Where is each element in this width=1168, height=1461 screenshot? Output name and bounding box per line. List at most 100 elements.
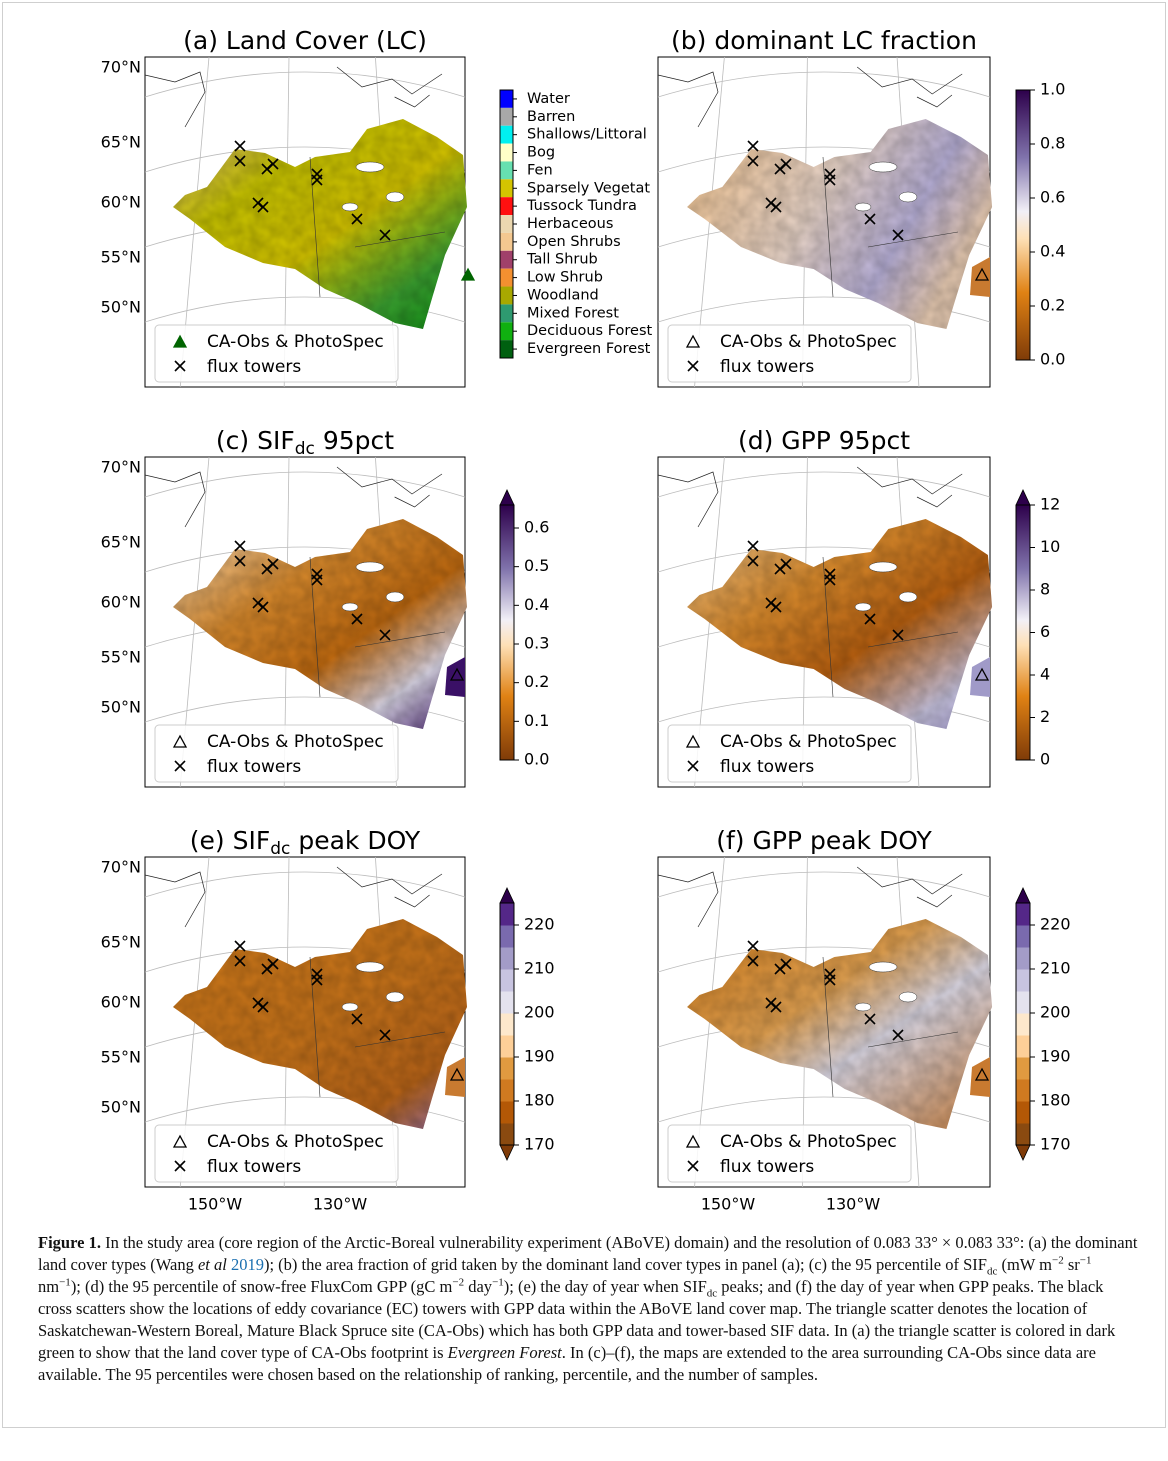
flux-tower-marker [257, 1001, 269, 1013]
colorbar [1016, 505, 1030, 760]
lat-label: 50°N [101, 298, 141, 317]
colorbar-band [500, 903, 514, 926]
flux-tower-marker [747, 555, 759, 567]
caption-text[interactable]: 2019 [230, 1255, 264, 1274]
caption-text: . In (c)–(f), the maps are extended to t… [38, 1343, 1096, 1384]
caption-text: et al [197, 1255, 227, 1274]
flux-tower-marker [379, 229, 391, 241]
colorbar-extend [499, 489, 515, 506]
caption-text: −1 [492, 1276, 504, 1289]
caption-text: dc [706, 1287, 718, 1300]
caption-text: ); (d) the 95 percentile of snow-free Fl… [70, 1277, 453, 1296]
flux-tower-marker [864, 613, 876, 625]
colorbar-band [500, 925, 514, 948]
lake [898, 191, 918, 203]
map-panel: (e) SIFdc peak DOY 70°N 65°N 60°N 55°N 50°N 15… [101, 826, 555, 1214]
legend-label: flux towers [207, 757, 301, 777]
lon-label: 130°W [826, 1195, 881, 1214]
legend-marker [174, 360, 186, 372]
colorbar-tick-label: 0.0 [524, 750, 549, 769]
legend-box [154, 324, 399, 383]
colorbar-tick-label: 0.4 [524, 595, 549, 614]
legend-marker [685, 334, 701, 348]
colorbar-extend [1015, 1144, 1031, 1161]
legend-marker [685, 1134, 701, 1148]
flux-tower-marker [351, 1013, 363, 1025]
graticule [144, 871, 466, 898]
flux-tower-marker [824, 174, 836, 186]
caption-text: −2 [1052, 1254, 1064, 1267]
lat-label: 50°N [101, 1098, 141, 1117]
coastline [144, 66, 443, 128]
legend-marker [172, 1134, 188, 1148]
border-line [822, 556, 959, 698]
flux-tower-marker [234, 955, 246, 967]
colorbar-tick-label: 220 [524, 915, 555, 934]
colorbar [500, 505, 514, 760]
flux-tower-marker [747, 540, 759, 552]
class-label: Woodland [527, 287, 599, 303]
coastline [144, 866, 443, 928]
ca-obs-marker [974, 267, 990, 281]
lake [355, 961, 385, 973]
class-swatch [500, 161, 513, 180]
class-swatch [500, 304, 513, 323]
class-swatch [500, 107, 513, 126]
study-area-texture [173, 119, 467, 329]
colorbar-band [1016, 925, 1030, 948]
colorbar-band [1016, 1079, 1030, 1102]
lat-label: 70°N [101, 458, 141, 477]
lon-label: 150°W [188, 1195, 243, 1214]
graticule [657, 71, 991, 98]
flux-tower-marker [780, 958, 792, 970]
class-label: Open Shrubs [527, 234, 621, 250]
colorbar-band [1016, 1013, 1030, 1036]
colorbar-tick-label: 180 [1040, 1091, 1071, 1110]
class-swatch [500, 268, 513, 287]
legend-label: flux towers [207, 357, 301, 377]
legend-box [667, 724, 912, 783]
colorbar-tick-label: 0.8 [1040, 134, 1065, 153]
legend-label: CA-Obs & PhotoSpec [720, 732, 897, 752]
class-swatch [500, 215, 513, 233]
flux-tower-marker [379, 629, 391, 641]
flux-tower-marker [311, 974, 323, 986]
flux-tower-marker [234, 940, 246, 952]
class-label: Shallows/Littoral [527, 127, 647, 143]
lake [868, 561, 898, 573]
colorbar-tick-label: 6 [1040, 622, 1050, 641]
flux-tower-marker [892, 229, 904, 241]
colorbar-tick-label: 0.5 [524, 556, 549, 575]
lat-label: 55°N [101, 248, 141, 267]
colorbar-band [500, 1079, 514, 1102]
legend-marker [172, 334, 188, 348]
lake [854, 1002, 872, 1012]
graticule [144, 71, 466, 98]
title-subscript: dc [295, 439, 315, 459]
lake [385, 591, 405, 603]
panel-title: (a) Land Cover (LC) [183, 26, 427, 55]
colorbar-band [500, 991, 514, 1014]
legend-marker [174, 1160, 186, 1172]
class-label: Low Shrub [527, 270, 603, 286]
colorbar-tick-label: 0.4 [1040, 242, 1065, 261]
lake [854, 602, 872, 612]
flux-tower-marker [770, 201, 782, 213]
flux-tower-marker [234, 155, 246, 167]
colorbar-band [500, 1013, 514, 1036]
study-area-texture [687, 919, 993, 1129]
panel-title: (c) SIFdc 95pct [216, 426, 394, 459]
flux-tower-marker [824, 574, 836, 586]
colorbar-band [1016, 969, 1030, 992]
legend-label: CA-Obs & PhotoSpec [207, 732, 384, 752]
colorbar-band [500, 1035, 514, 1058]
lat-label: 55°N [101, 1048, 141, 1067]
ca-obs-marker [449, 1067, 465, 1081]
map-panel: (b) dominant LC fraction CA-Obs & PhotoSp… [657, 26, 1065, 388]
caption-text: −1 [1079, 1254, 1092, 1267]
colorbar-band [1016, 903, 1030, 926]
colorbar-frame [499, 504, 515, 761]
flux-tower-marker [747, 155, 759, 167]
flux-tower-marker [234, 555, 246, 567]
